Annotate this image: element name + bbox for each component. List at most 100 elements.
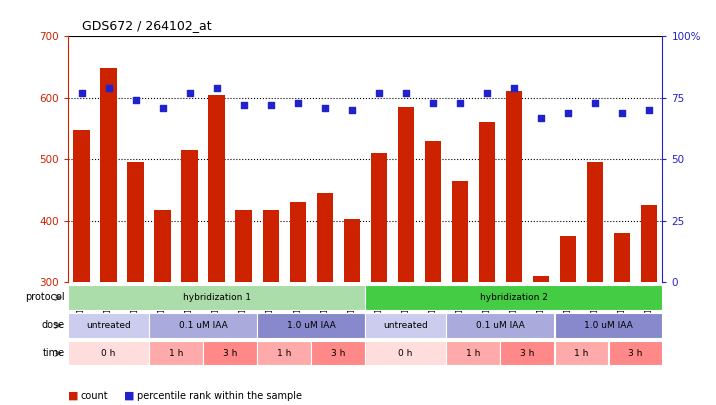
Point (211, 85, 223, 91)
Point (346, 107, 357, 113)
Text: untreated: untreated (383, 321, 428, 330)
Text: GSM18290: GSM18290 (158, 288, 167, 329)
Point (508, 85, 520, 91)
Bar (371, 153, 387, 282)
Text: GDS672 / 264102_at: GDS672 / 264102_at (82, 19, 212, 32)
Text: hybridization 2: hybridization 2 (480, 293, 548, 302)
Bar (505, 91, 522, 282)
Point (292, 100, 304, 106)
Point (130, 97, 141, 104)
Point (643, 107, 654, 113)
Text: GSM18228: GSM18228 (77, 288, 86, 329)
Bar (289, 202, 306, 282)
Text: percentile rank within the sample: percentile rank within the sample (137, 391, 301, 401)
Text: GSM18229: GSM18229 (374, 288, 383, 329)
Bar (344, 219, 359, 282)
Bar (586, 162, 603, 282)
Text: GSM18232: GSM18232 (131, 288, 140, 329)
Text: 1.0 uM IAA: 1.0 uM IAA (584, 321, 633, 330)
Text: time: time (42, 348, 64, 358)
Bar (533, 276, 549, 282)
Text: GSM18305: GSM18305 (644, 288, 653, 329)
Point (562, 109, 574, 116)
Text: GSM18293: GSM18293 (482, 288, 491, 329)
Text: GSM18298: GSM18298 (266, 288, 275, 329)
Text: GSM18233: GSM18233 (428, 288, 437, 329)
Text: GSM18291: GSM18291 (455, 288, 464, 329)
Text: 1 h: 1 h (466, 349, 480, 358)
Text: 1 h: 1 h (277, 349, 291, 358)
Bar (68, 286, 365, 309)
Bar (68, 341, 149, 365)
Bar (236, 210, 252, 282)
Text: ■: ■ (124, 391, 135, 401)
Text: ■: ■ (68, 391, 79, 401)
Text: GSM18299: GSM18299 (563, 288, 572, 329)
Bar (554, 341, 608, 365)
Text: untreated: untreated (86, 321, 131, 330)
Bar (203, 341, 257, 365)
Text: 1.0 uM IAA: 1.0 uM IAA (287, 321, 336, 330)
Point (103, 85, 115, 91)
Point (265, 102, 276, 109)
Bar (447, 313, 554, 337)
Text: GSM18295: GSM18295 (509, 288, 518, 329)
Point (184, 90, 195, 96)
Text: GSM18301: GSM18301 (590, 288, 599, 329)
Bar (263, 210, 279, 282)
Bar (447, 341, 500, 365)
Bar (100, 68, 117, 282)
Point (319, 104, 330, 111)
Text: 3 h: 3 h (628, 349, 642, 358)
Text: GSM18303: GSM18303 (617, 288, 626, 329)
Text: dose: dose (42, 320, 64, 330)
Bar (365, 313, 446, 337)
Bar (609, 341, 662, 365)
Text: 0.1 uM IAA: 0.1 uM IAA (179, 321, 228, 330)
Text: GSM18304: GSM18304 (347, 288, 356, 329)
Bar (452, 181, 468, 282)
Bar (560, 236, 576, 282)
Bar (127, 162, 144, 282)
Point (481, 90, 493, 96)
Text: 0.1 uM IAA: 0.1 uM IAA (476, 321, 525, 330)
Bar (614, 233, 630, 282)
Point (427, 100, 438, 106)
Bar (181, 150, 198, 282)
Text: 3 h: 3 h (223, 349, 237, 358)
Point (76, 90, 87, 96)
Text: GSM18296: GSM18296 (239, 288, 248, 329)
Text: count: count (81, 391, 109, 401)
Text: GSM18297: GSM18297 (536, 288, 546, 329)
Point (238, 102, 249, 109)
Text: GSM18294: GSM18294 (212, 288, 221, 329)
Bar (257, 341, 311, 365)
Point (157, 104, 168, 111)
Bar (150, 341, 203, 365)
Text: 3 h: 3 h (331, 349, 345, 358)
Bar (150, 313, 257, 337)
Text: 0 h: 0 h (399, 349, 413, 358)
Bar (365, 341, 446, 365)
Bar (365, 286, 662, 309)
Bar (74, 130, 90, 282)
Point (373, 90, 384, 96)
Bar (68, 313, 149, 337)
Text: GSM18292: GSM18292 (185, 288, 194, 329)
Text: 3 h: 3 h (520, 349, 534, 358)
Point (616, 109, 627, 116)
Bar (316, 193, 333, 282)
Text: 1 h: 1 h (169, 349, 183, 358)
Point (589, 100, 601, 106)
Bar (500, 341, 554, 365)
Bar (257, 313, 365, 337)
Text: GSM18302: GSM18302 (320, 288, 329, 329)
Text: hybridization 1: hybridization 1 (183, 293, 251, 302)
Bar (155, 210, 170, 282)
Point (535, 114, 546, 121)
Bar (478, 122, 495, 282)
Text: 0 h: 0 h (102, 349, 116, 358)
Text: GSM18231: GSM18231 (401, 288, 410, 329)
Bar (397, 107, 414, 282)
Bar (554, 313, 662, 337)
